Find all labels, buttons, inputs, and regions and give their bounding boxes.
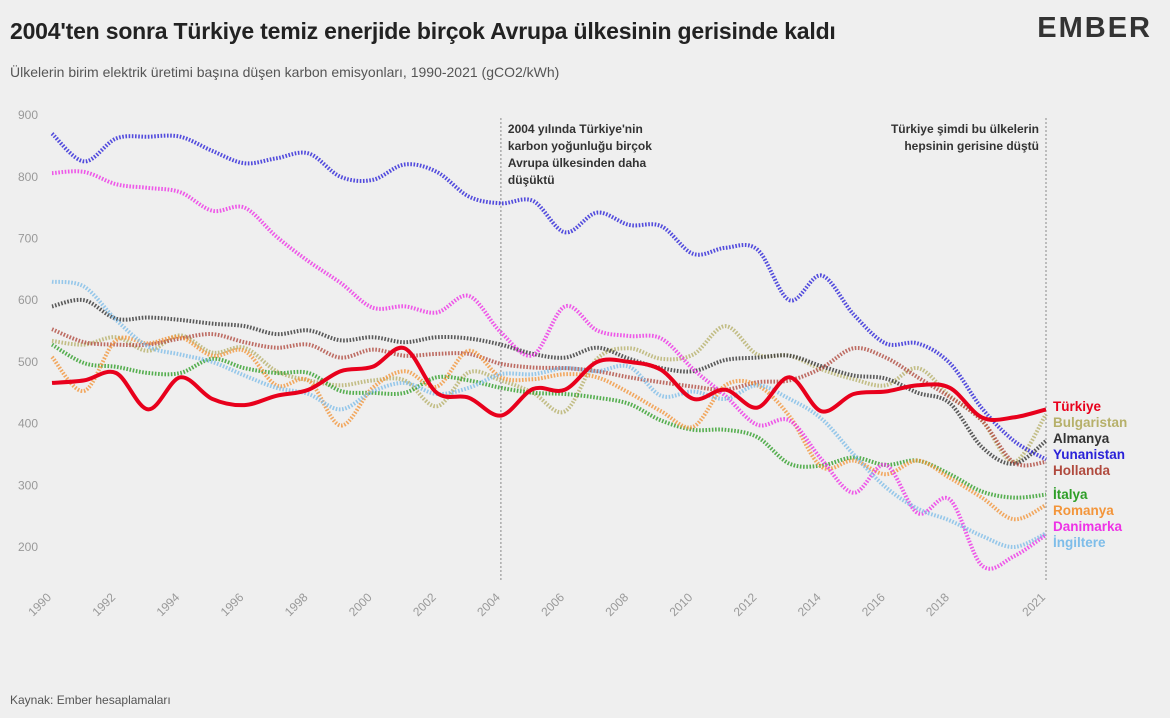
annotation-2004: 2004 yılında Türkiye'nin karbon yoğunluğu…	[508, 122, 652, 187]
annotation-2021: Türkiye şimdi bu ülkelerin hepsinin geris…	[891, 122, 1039, 153]
ember-logo: EMBER	[1037, 12, 1152, 44]
y-tick-label: 500	[18, 355, 38, 369]
source-note: Kaynak: Ember hesaplamaları	[10, 693, 171, 707]
annotations: 2004 yılında Türkiye'nin karbon yoğunluğu…	[508, 122, 1039, 187]
series-label-yunanistan: Yunanistan	[1053, 447, 1125, 462]
series-lines	[50, 132, 1048, 571]
series-label-almanya: Almanya	[1053, 431, 1110, 446]
chart-title: 2004'ten sonra Türkiye temiz enerjide bi…	[10, 18, 836, 44]
x-tick-label: 2021	[1019, 590, 1048, 619]
x-tick-label: 2004	[474, 590, 503, 619]
y-tick-label: 700	[18, 232, 38, 246]
series-label-romanya: Romanya	[1053, 503, 1114, 518]
series-label-i-talya: İtalya	[1053, 487, 1088, 502]
series-line-danimarka	[51, 169, 1048, 571]
x-tick-label: 2018	[923, 590, 952, 619]
series-label-i-ngiltere: İngiltere	[1053, 535, 1106, 550]
series-line-yunanistan	[50, 132, 1048, 462]
x-tick-label: 2010	[667, 590, 696, 619]
series-line-romanya	[50, 334, 1047, 522]
series-line-i-talya	[50, 342, 1047, 500]
series-labels: TürkiyeBulgaristanAlmanyaYunanistanHolla…	[1053, 399, 1127, 550]
x-tick-label: 1994	[154, 590, 183, 619]
y-tick-label: 800	[18, 170, 38, 184]
y-tick-label: 200	[18, 540, 38, 554]
x-tick-label: 2006	[538, 590, 567, 619]
y-axis-ticks: 200 300 400 500 600 700 800 900	[18, 108, 38, 554]
x-axis-ticks: 1990 1992 1994 1996 1998 2000 2002 2004 2006 2008…	[25, 590, 1048, 619]
x-tick-label: 2002	[410, 590, 439, 619]
x-tick-label: 1990	[25, 590, 54, 619]
x-tick-label: 2000	[346, 590, 375, 619]
x-tick-label: 2016	[859, 590, 888, 619]
y-tick-label: 300	[18, 478, 38, 492]
series-label-bulgaristan: Bulgaristan	[1053, 415, 1127, 430]
chart-subtitle: Ülkelerin birim elektrik üretimi başına …	[10, 64, 560, 80]
y-tick-label: 900	[18, 108, 38, 122]
series-line-i-ngiltere	[51, 279, 1047, 549]
series-label-danimarka: Danimarka	[1053, 519, 1123, 534]
series-line-hollanda	[51, 327, 1047, 468]
x-tick-label: 1996	[218, 590, 247, 619]
x-tick-label: 1992	[89, 590, 118, 619]
series-label-t-rkiye: Türkiye	[1053, 399, 1102, 414]
series-label-hollanda: Hollanda	[1053, 463, 1110, 478]
y-tick-label: 600	[18, 293, 38, 307]
x-tick-label: 2014	[795, 590, 824, 619]
x-tick-label: 2012	[731, 590, 760, 619]
series-line-t-rkiye	[51, 345, 1047, 422]
series-line-almanya	[51, 297, 1048, 466]
series-line-bulgaristan	[51, 324, 1048, 464]
y-tick-label: 400	[18, 417, 38, 431]
x-tick-label: 2008	[603, 590, 632, 619]
x-tick-label: 1998	[282, 590, 311, 619]
reference-lines	[500, 118, 1047, 580]
